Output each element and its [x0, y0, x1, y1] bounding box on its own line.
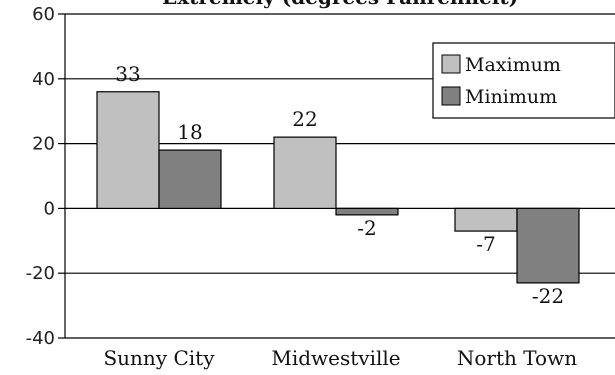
- legend-swatch-maximum: [441, 54, 461, 74]
- bar-midwestville-maximum: [273, 136, 337, 209]
- x-label-sunny-city: Sunny City: [103, 346, 215, 370]
- legend: Maximum Minimum: [432, 42, 615, 119]
- data-label-north-town-minimum: -22: [532, 284, 564, 308]
- axes: [64, 14, 615, 339]
- y-tick-label-0: 0: [44, 198, 55, 219]
- x-axis-labels: Sunny City Midwestville North Town: [103, 346, 577, 370]
- bar-sunny-city-minimum: [158, 149, 222, 210]
- chart-title: Extremely (degrees Fahrenheit): [162, 0, 518, 9]
- legend-label-minimum: Minimum: [465, 86, 557, 108]
- y-tick-label-60: 60: [32, 4, 55, 25]
- bar-midwestville-minimum: [335, 207, 399, 216]
- x-label-midwestville: Midwestville: [271, 346, 400, 370]
- data-label-midwestville-minimum: -2: [357, 216, 376, 240]
- bar-north-town-maximum: [454, 207, 518, 232]
- data-label-sunny-city-minimum: 18: [177, 120, 202, 144]
- data-label-north-town-maximum: -7: [476, 232, 495, 256]
- bar-sunny-city-maximum: [96, 91, 160, 210]
- legend-label-maximum: Maximum: [465, 54, 561, 76]
- legend-box: [432, 42, 615, 119]
- data-label-sunny-city-maximum: 33: [115, 62, 140, 86]
- legend-swatch-minimum: [441, 86, 461, 106]
- bar-north-town-minimum: [516, 207, 580, 284]
- data-label-midwestville-maximum: 22: [292, 107, 317, 131]
- x-label-north-town: North Town: [457, 346, 577, 370]
- y-tick-label-40: 40: [32, 69, 55, 90]
- bars: [96, 91, 580, 284]
- y-axis-ticks: -40 -20 0 20 40 60: [26, 4, 65, 349]
- y-tick-label--20: -20: [26, 263, 55, 284]
- y-tick-label-20: 20: [32, 134, 55, 155]
- data-labels: 33 18 22 -2 -7 -22: [115, 62, 564, 308]
- y-tick-label--40: -40: [26, 328, 55, 349]
